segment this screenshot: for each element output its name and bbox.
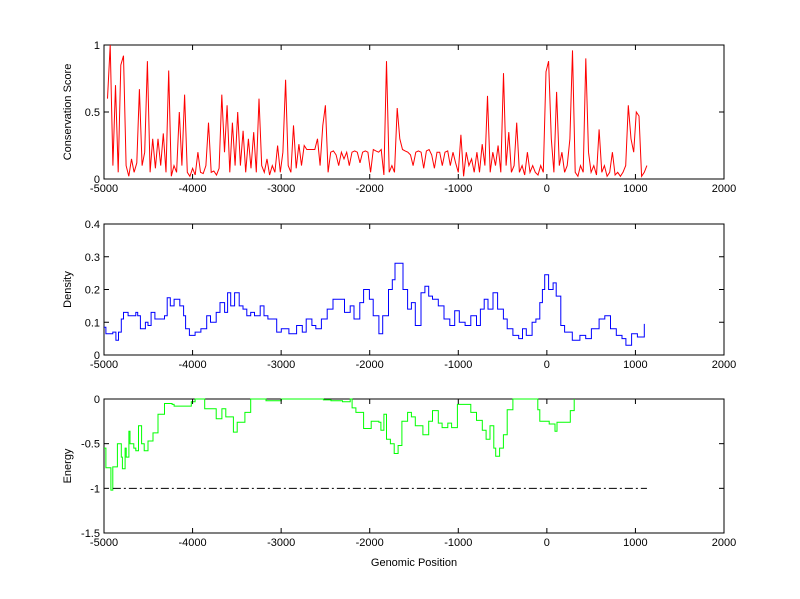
x-tick-label: 0	[544, 537, 550, 549]
x-tick-label: -5000	[90, 537, 118, 549]
x-tick-label: -1000	[444, 537, 472, 549]
x-tick-label: -2000	[356, 183, 384, 195]
conservation-series-line	[107, 44, 648, 178]
y-axis-label: Density	[62, 271, 74, 308]
x-axis-label: Genomic Position	[371, 557, 457, 569]
y-tick-label: 0	[94, 350, 100, 362]
x-tick-label: 1000	[623, 359, 647, 371]
energy-series-line	[104, 398, 575, 491]
y-tick-label: 0.4	[85, 219, 100, 231]
x-tick-label: -4000	[179, 537, 207, 549]
y-tick-label: -1	[90, 483, 100, 495]
x-tick-label: 1000	[623, 537, 647, 549]
x-tick-label: -4000	[179, 183, 207, 195]
x-tick-label: -4000	[179, 359, 207, 371]
y-tick-label: 0.1	[85, 317, 100, 329]
x-tick-label: -3000	[267, 183, 295, 195]
x-tick-label: -1000	[444, 183, 472, 195]
x-tick-label: 2000	[712, 359, 736, 371]
axes-box	[103, 398, 725, 534]
subplot-density: -5000 -4000 -3000 -2000 -1000 0 1000 2000 0 0.1 0.…	[62, 219, 736, 371]
x-tick-label: -5000	[90, 359, 118, 371]
x-tick-label: -2000	[356, 359, 384, 371]
x-tick-label: 1000	[623, 183, 647, 195]
y-tick-label: 0.5	[85, 107, 100, 119]
x-tick-label: 0	[544, 183, 550, 195]
x-tick-label: -3000	[267, 537, 295, 549]
y-tick-label: 0.2	[85, 285, 100, 297]
axes-box	[103, 223, 725, 356]
x-tick-label: -2000	[356, 537, 384, 549]
subplot-conservation: -5000 -4000 -3000 -2000 -1000 0 1000 2000 0 0.5 1 C…	[62, 40, 736, 195]
y-axis-label: Conservation Score	[62, 64, 74, 161]
y-axis-label: Energy	[62, 448, 74, 483]
subplot-energy: -5000 -4000 -3000 -2000 -1000 0 1000 2000 -1.5 -1…	[62, 394, 736, 569]
x-tick-label: -5000	[90, 183, 118, 195]
y-tick-label: 0	[94, 394, 100, 406]
axes-box	[103, 44, 725, 180]
y-tick-label: -0.5	[81, 439, 100, 451]
x-tick-label: -3000	[267, 359, 295, 371]
density-series-line	[104, 262, 645, 346]
y-tick-label: -1.5	[81, 528, 100, 540]
y-tick-label: 0	[94, 174, 100, 186]
x-tick-label: -1000	[444, 359, 472, 371]
x-tick-label: 0	[544, 359, 550, 371]
x-tick-label: 2000	[712, 183, 736, 195]
x-tick-label: 2000	[712, 537, 736, 549]
y-tick-label: 1	[94, 40, 100, 52]
y-tick-label: 0.3	[85, 252, 100, 264]
